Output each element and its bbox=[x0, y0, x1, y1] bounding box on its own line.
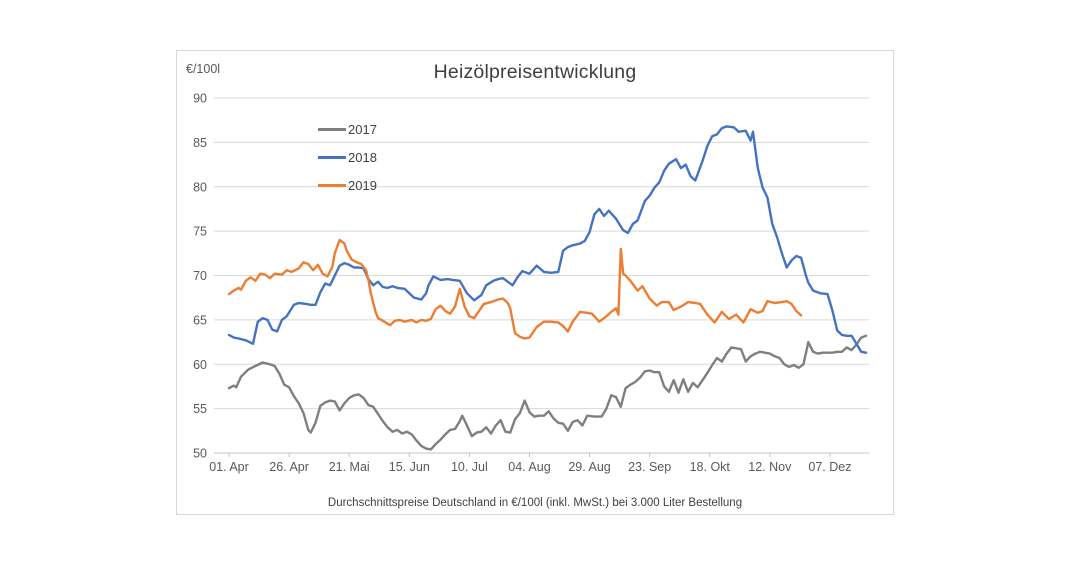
x-tick-label-2: 21. Mai bbox=[329, 460, 370, 474]
x-tick-label-4: 10. Jul bbox=[451, 460, 488, 474]
legend-label-2019: 2019 bbox=[348, 177, 377, 193]
series-line-2019 bbox=[227, 238, 803, 340]
y-tick-label-70: 70 bbox=[193, 269, 207, 283]
chart-card: 50 55 60 65 70 75 80 85 90 01. Apr 26. Apr 21. Mai 1… bbox=[176, 50, 894, 515]
chart-subtitle: Durchschnittspreise Deutschland in €/100… bbox=[327, 497, 743, 509]
legend-item-2018: 2018 bbox=[318, 143, 377, 171]
x-tick-label-1: 26. Apr bbox=[269, 460, 309, 474]
x-tick-label-0: 01. Apr bbox=[209, 460, 249, 474]
y-tick-label-75: 75 bbox=[193, 225, 207, 239]
y-tick-label-60: 60 bbox=[193, 358, 207, 372]
y-tick-label-55: 55 bbox=[193, 402, 207, 416]
y-tick-label-85: 85 bbox=[193, 136, 207, 150]
legend-item-2017: 2017 bbox=[318, 115, 377, 143]
x-tick-label-5: 04. Aug bbox=[508, 460, 550, 474]
y-tick-label-65: 65 bbox=[193, 313, 207, 327]
y-axis-unit-label: €/100l bbox=[186, 62, 221, 76]
x-tick-label-6: 29. Aug bbox=[568, 460, 610, 474]
x-tick-label-3: 15. Jun bbox=[389, 460, 430, 474]
legend: 2017 2018 2019 bbox=[318, 115, 377, 199]
x-tick-label-10: 07. Dez bbox=[808, 460, 851, 474]
y-tick-label-50: 50 bbox=[193, 447, 207, 461]
legend-item-2019: 2019 bbox=[318, 171, 377, 199]
legend-swatch-2018 bbox=[318, 155, 346, 159]
legend-label-2017: 2017 bbox=[348, 121, 377, 137]
x-tick-label-9: 12. Nov bbox=[748, 460, 792, 474]
series-line-2017 bbox=[227, 334, 868, 451]
plot-svg: 50 55 60 65 70 75 80 85 90 01. Apr 26. Apr 21. Mai 1… bbox=[193, 92, 869, 474]
legend-swatch-2019 bbox=[318, 183, 346, 187]
series-line-2018 bbox=[227, 125, 868, 354]
y-tick-label-90: 90 bbox=[193, 92, 207, 106]
chart-title: Heizölpreisentwicklung bbox=[433, 61, 637, 83]
legend-label-2018: 2018 bbox=[348, 149, 377, 165]
y-tick-label-80: 80 bbox=[193, 180, 207, 194]
x-tick-label-7: 23. Sep bbox=[628, 460, 671, 474]
x-tick-label-8: 18. Okt bbox=[690, 460, 731, 474]
legend-swatch-2017 bbox=[318, 127, 346, 131]
